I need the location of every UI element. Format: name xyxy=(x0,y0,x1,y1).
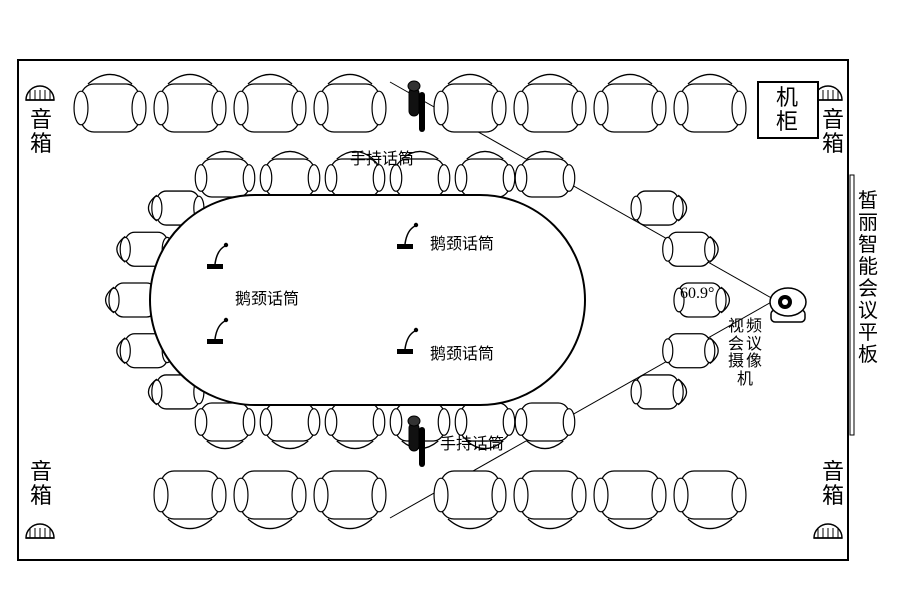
gooseneck-mic-label: 鹅颈话筒 xyxy=(430,345,494,364)
speaker-label: 音箱 xyxy=(822,460,844,508)
handheld-mic-label: 手持话筒 xyxy=(440,435,504,454)
speaker-label: 音箱 xyxy=(30,108,52,156)
gooseneck-mic-label: 鹅颈话筒 xyxy=(235,290,299,309)
camera-label: 视频会议摄像机 xyxy=(727,318,763,388)
fov-angle-label: 60.9° xyxy=(680,284,714,303)
cabinet-label: 机柜 xyxy=(776,86,798,134)
speaker-label: 音箱 xyxy=(30,460,52,508)
diagram-svg xyxy=(0,0,900,600)
handheld-mic-label: 手持话筒 xyxy=(350,150,414,169)
speaker-label: 音箱 xyxy=(822,108,844,156)
gooseneck-mic-label: 鹅颈话筒 xyxy=(430,235,494,254)
side-panel-label: 皙丽智能会议平板 xyxy=(858,190,878,366)
